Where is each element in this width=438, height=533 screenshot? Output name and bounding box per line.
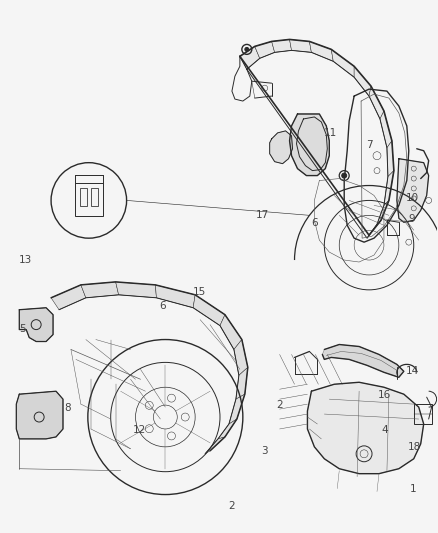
Polygon shape: [380, 111, 392, 148]
Circle shape: [245, 47, 249, 51]
Polygon shape: [369, 86, 384, 119]
Polygon shape: [331, 50, 354, 77]
Polygon shape: [255, 42, 275, 58]
Text: 3: 3: [261, 446, 268, 456]
Polygon shape: [229, 394, 245, 424]
Bar: [91, 189, 98, 206]
Text: 10: 10: [406, 192, 419, 203]
Text: 18: 18: [407, 441, 420, 451]
Polygon shape: [51, 285, 86, 310]
Text: 6: 6: [159, 301, 166, 311]
Text: 8: 8: [65, 403, 71, 414]
Polygon shape: [19, 308, 53, 342]
Polygon shape: [367, 220, 381, 238]
Polygon shape: [234, 340, 248, 375]
Text: 17: 17: [256, 210, 269, 220]
Polygon shape: [193, 295, 225, 326]
Text: 6: 6: [311, 218, 318, 228]
Polygon shape: [309, 42, 333, 61]
Bar: [414, 404, 431, 424]
Polygon shape: [155, 285, 195, 308]
Text: 15: 15: [193, 287, 206, 297]
Polygon shape: [116, 282, 156, 298]
Polygon shape: [270, 131, 293, 164]
Polygon shape: [236, 367, 248, 399]
Circle shape: [342, 173, 347, 178]
Polygon shape: [384, 171, 394, 205]
Text: 12: 12: [133, 425, 146, 434]
Text: 7: 7: [366, 140, 372, 150]
Polygon shape: [377, 200, 389, 224]
Polygon shape: [205, 437, 225, 454]
Polygon shape: [290, 39, 311, 52]
Text: 13: 13: [19, 255, 32, 265]
Text: 1: 1: [410, 484, 416, 494]
Text: 2: 2: [229, 501, 235, 511]
Polygon shape: [354, 66, 371, 96]
Polygon shape: [220, 314, 242, 350]
Text: 2: 2: [277, 400, 283, 410]
Text: 4: 4: [381, 425, 388, 434]
Polygon shape: [307, 382, 424, 474]
Text: 9: 9: [408, 214, 415, 224]
Text: 11: 11: [323, 128, 337, 138]
Polygon shape: [81, 282, 119, 298]
Polygon shape: [290, 114, 329, 175]
Polygon shape: [397, 159, 429, 222]
Text: 5: 5: [19, 324, 25, 334]
Bar: [75, 182, 103, 216]
Polygon shape: [218, 419, 237, 439]
Polygon shape: [387, 141, 394, 176]
Polygon shape: [16, 391, 63, 439]
Bar: [80, 189, 87, 206]
Text: 14: 14: [406, 366, 419, 376]
Polygon shape: [240, 46, 260, 69]
Polygon shape: [322, 344, 404, 377]
Polygon shape: [272, 39, 292, 52]
Text: 16: 16: [378, 390, 391, 400]
